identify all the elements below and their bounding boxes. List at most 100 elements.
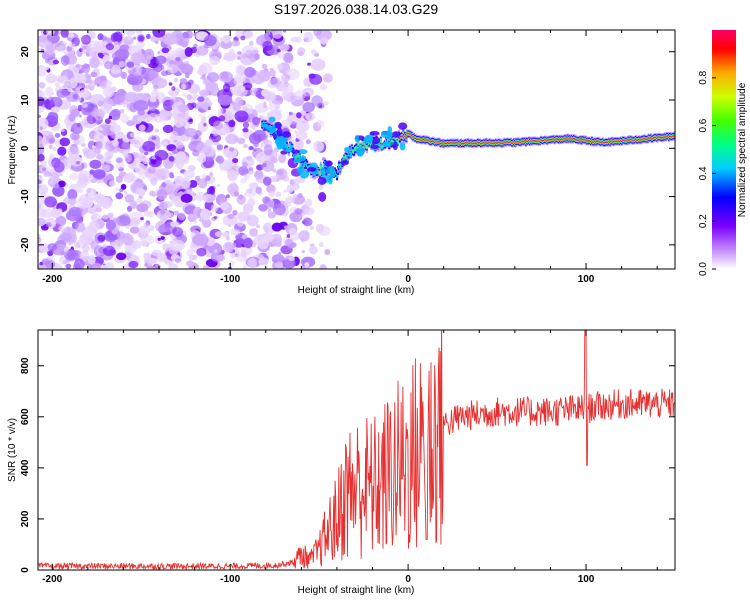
noise-blob (73, 241, 81, 249)
noise-blob (68, 198, 77, 205)
snr-x-ticks: -200 -100 0 100 (42, 330, 658, 585)
noise-blob (228, 119, 236, 128)
spectrogram-x-label: Height of straight line (km) (298, 285, 415, 296)
noise-blob (168, 82, 173, 86)
noise-blob (223, 166, 227, 170)
noise-blob (63, 45, 75, 57)
noise-blob (295, 121, 310, 132)
noise-blob (56, 88, 69, 99)
noise-blob (138, 225, 151, 236)
ridge-cell (335, 173, 339, 178)
noise-blob (304, 198, 313, 208)
noise-blob (171, 147, 180, 155)
noise-blob (235, 64, 246, 76)
noise-blob (276, 48, 281, 53)
ridge-blob (371, 136, 381, 145)
noise-blob (44, 196, 57, 208)
ridge-blob (324, 160, 333, 167)
noise-blob (318, 191, 327, 202)
noise-blob (132, 36, 137, 40)
noise-blob (109, 124, 121, 133)
noise-blob (38, 64, 47, 77)
noise-blob (156, 188, 168, 200)
noise-blob (253, 53, 260, 60)
noise-blob (232, 170, 240, 177)
noise-blob (220, 39, 233, 49)
noise-blob (180, 193, 193, 203)
noise-blob (202, 264, 210, 269)
x-tick-label: -200 (42, 274, 62, 285)
noise-blob (316, 120, 325, 127)
noise-blob (201, 115, 207, 121)
noise-blob (54, 183, 60, 190)
noise-blob (115, 192, 124, 200)
x-tick-label: 100 (578, 574, 595, 585)
noise-blob (96, 201, 102, 208)
noise-blob (282, 30, 287, 33)
noise-blob (225, 194, 230, 199)
noise-blob (79, 250, 89, 262)
noise-blob (156, 168, 170, 181)
noise-blob (60, 55, 70, 66)
noise-blob (161, 47, 170, 54)
ridge-blob (386, 130, 393, 140)
noise-blob (105, 159, 112, 164)
noise-blob (69, 165, 77, 171)
noise-blob (143, 151, 149, 156)
ridge-blob (284, 148, 293, 153)
noise-blob (201, 174, 207, 179)
noise-blob (48, 153, 55, 160)
noise-blob (216, 183, 220, 187)
noise-blob (184, 127, 198, 138)
ridge-blob (326, 168, 331, 175)
noise-blob (102, 245, 116, 257)
noise-blob (232, 209, 238, 216)
noise-blob (200, 208, 211, 221)
noise-blob (216, 254, 226, 262)
noise-blob (123, 173, 136, 183)
noise-blob (88, 221, 100, 233)
noise-blob (81, 63, 91, 74)
noise-blob (81, 232, 87, 239)
noise-blob (223, 241, 235, 253)
noise-blob (130, 136, 144, 148)
noise-blob (113, 217, 120, 224)
noise-blob (322, 73, 333, 83)
noise-blob (123, 232, 132, 241)
noise-blob (270, 156, 277, 164)
noise-blob (278, 51, 285, 60)
noise-blob (179, 78, 188, 84)
noise-blob (315, 30, 332, 42)
noise-blob (201, 145, 216, 157)
noise-blob (194, 220, 197, 224)
noise-blob (254, 103, 269, 114)
colorbar-tick-label: 0.2 (698, 214, 709, 228)
snr-frame (37, 329, 676, 571)
ridge-blob (382, 141, 392, 148)
noise-blob (286, 234, 291, 238)
noise-blob (184, 72, 190, 79)
noise-blob (263, 144, 273, 156)
noise-blob (55, 215, 67, 227)
snr-plot-area (38, 330, 675, 570)
noise-blob (182, 93, 189, 98)
noise-blob (124, 153, 132, 163)
noise-blob (142, 157, 150, 165)
noise-blob (50, 172, 59, 179)
noise-blob (237, 137, 246, 145)
noise-blob (74, 221, 86, 233)
noise-blob (105, 140, 115, 152)
ridge-blob (290, 149, 300, 154)
noise-blob (180, 177, 191, 189)
noise-blob (45, 73, 58, 84)
noise-blob (115, 187, 120, 191)
noise-blob (73, 258, 85, 269)
ridge-blob (329, 166, 335, 175)
noise-blob (213, 120, 223, 130)
ridge-cell (365, 145, 369, 150)
y-tick-label: -20 (20, 237, 31, 252)
noise-blob (205, 138, 214, 147)
noise-blob (279, 43, 290, 51)
noise-blob (146, 265, 156, 269)
